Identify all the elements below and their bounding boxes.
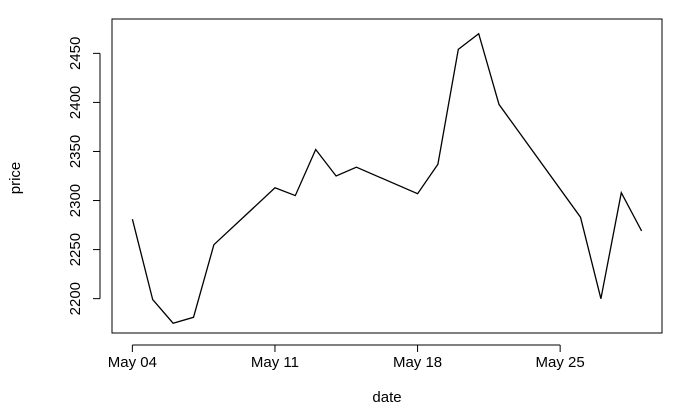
x-tick-label: May 11 [251,354,299,371]
y-tick-label: 2300 [67,184,84,217]
y-tick-label: 2350 [67,135,84,168]
y-tick-label: 2200 [67,282,84,315]
plot-frame [111,18,663,334]
price-series-line [131,32,643,324]
x-tick-label: May 25 [536,354,585,371]
x-axis: May 04 May 11 May 18 May 25 [108,344,585,371]
y-tick-label: 2450 [67,37,84,70]
x-tick-label: May 04 [108,354,157,371]
y-axis-title: price [7,162,24,195]
y-tick-label: 2250 [67,233,84,266]
y-tick-label: 2400 [67,86,84,119]
x-axis-title: date [372,389,401,406]
y-axis: 2200 2250 2300 2350 2400 2450 [67,37,101,315]
x-tick-label: May 18 [393,354,442,371]
